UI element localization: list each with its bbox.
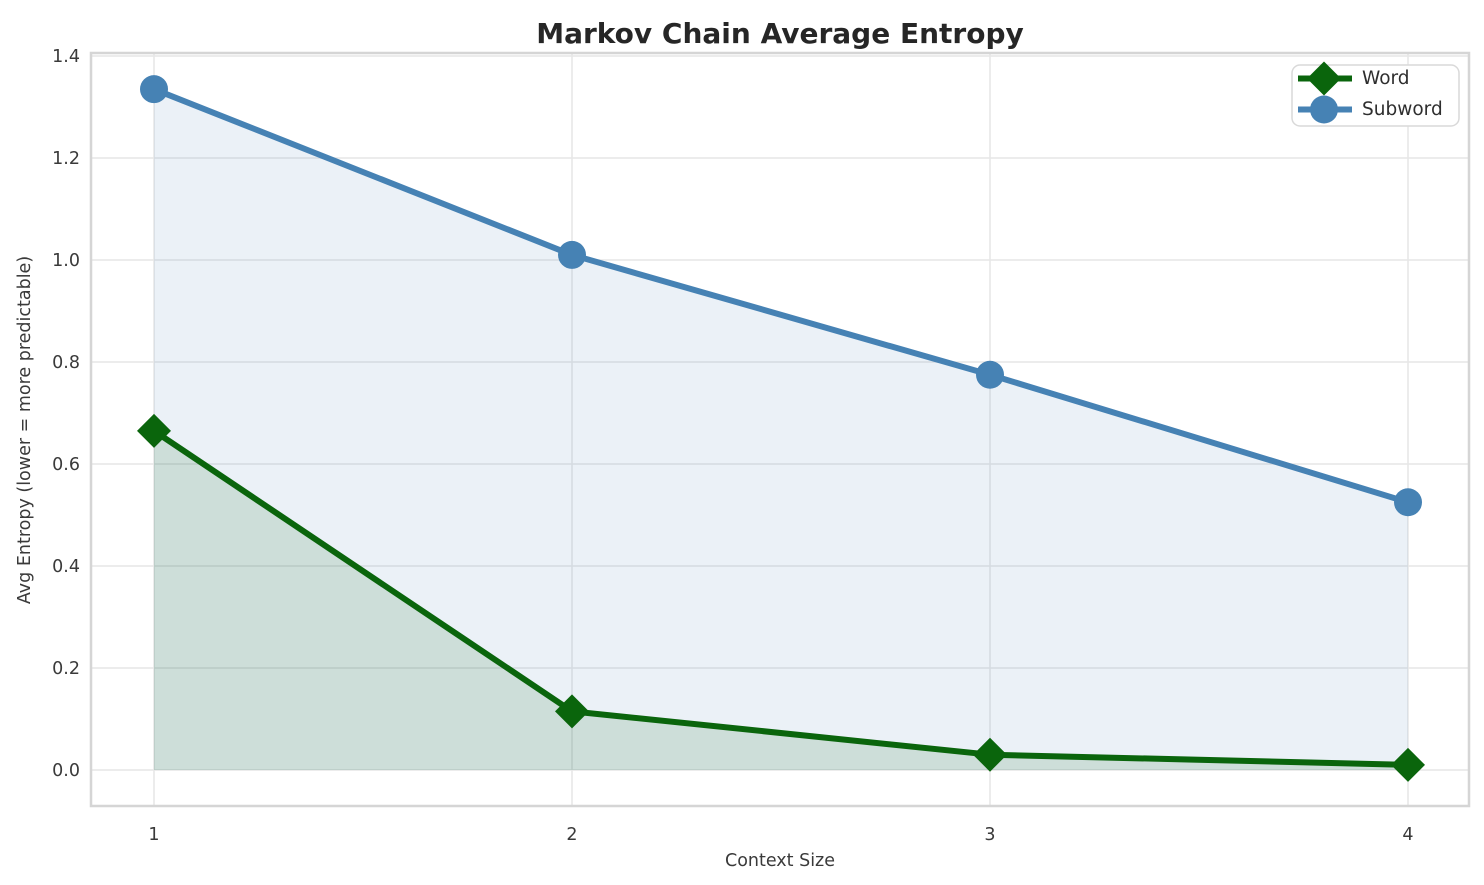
marker-word xyxy=(1391,747,1425,782)
y-tick-label: 0.2 xyxy=(52,659,80,679)
legend-item-subword: Subword xyxy=(1298,95,1443,124)
x-tick-label: 3 xyxy=(984,825,995,845)
word-diamond-marker-icon xyxy=(1307,61,1341,96)
marker-word xyxy=(973,737,1007,772)
x-tick-label: 1 xyxy=(148,825,159,845)
legend-label: Word xyxy=(1362,68,1410,89)
marker-subword xyxy=(558,240,586,269)
chart-title: Markov Chain Average Entropy xyxy=(536,17,1024,50)
area-fills xyxy=(154,89,1408,770)
marker-word xyxy=(555,694,589,729)
marker-subword xyxy=(976,360,1004,389)
y-axis-label: Avg Entropy (lower = more predictable) xyxy=(15,256,35,604)
y-tick-label: 1.4 xyxy=(52,47,80,67)
line-subword xyxy=(152,86,1409,506)
marker-subword xyxy=(140,75,168,104)
y-tick-label: 1.2 xyxy=(52,149,80,169)
line-word xyxy=(152,428,1409,768)
y-tick-labels: 0.0 0.2 0.4 0.6 0.8 1.0 1.2 1.4 xyxy=(52,47,80,781)
x-tick-label: 2 xyxy=(566,825,577,845)
y-tick-label: 0.6 xyxy=(52,455,80,475)
series-lines xyxy=(152,86,1409,768)
y-tick-label: 0.0 xyxy=(52,761,80,781)
y-tick-label: 0.4 xyxy=(52,557,80,577)
marker-subword xyxy=(1394,488,1422,517)
x-tick-labels: 1 2 3 4 xyxy=(148,825,1413,845)
plot-frame xyxy=(89,51,1471,808)
legend-item-word: Word xyxy=(1298,61,1410,96)
x-tick-label: 4 xyxy=(1402,825,1413,845)
area-fill-word xyxy=(154,430,1408,770)
legend: Word Subword xyxy=(1291,61,1460,127)
subword-circle-marker-icon xyxy=(1310,95,1338,124)
area-fill-subword xyxy=(154,89,1408,770)
marker-word xyxy=(137,413,171,448)
legend-label: Subword xyxy=(1362,99,1443,120)
series-markers xyxy=(137,75,1425,782)
x-axis-label: Context Size xyxy=(725,851,835,871)
y-tick-label: 1.0 xyxy=(52,251,80,271)
y-tick-label: 0.8 xyxy=(52,353,80,373)
